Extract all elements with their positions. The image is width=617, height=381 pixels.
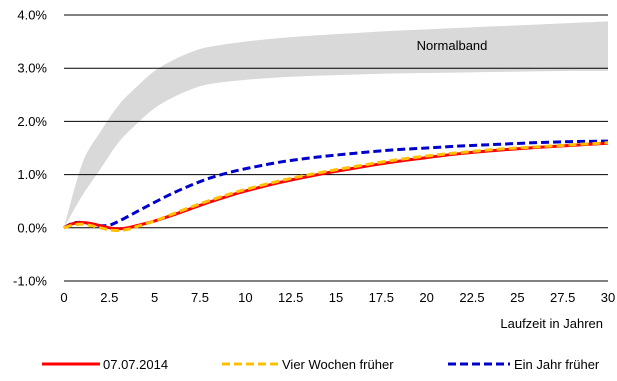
normalband-area — [64, 21, 608, 228]
y-tick-label: 1.0% — [17, 167, 47, 182]
x-tick-label: 2.5 — [100, 290, 118, 305]
x-tick-label: 30 — [601, 290, 615, 305]
x-tick-label: 5 — [151, 290, 158, 305]
x-tick-label: 7.5 — [191, 290, 209, 305]
x-tick-label: 17.5 — [369, 290, 394, 305]
x-tick-label: 10 — [238, 290, 252, 305]
x-tick-label: 15 — [329, 290, 343, 305]
x-axis-label: Laufzeit in Jahren — [500, 316, 603, 331]
y-tick-label: -1.0% — [13, 274, 47, 289]
x-tick-label: 25 — [510, 290, 524, 305]
y-tick-label: 0.0% — [17, 220, 47, 235]
normalband-label: Normalband — [417, 38, 488, 53]
series-line-3 — [63, 139, 609, 230]
x-tick-label: 12.5 — [278, 290, 303, 305]
y-tick-label: 2.0% — [17, 114, 47, 129]
legend-label: Vier Wochen früher — [282, 357, 394, 372]
x-tick-label: 22.5 — [459, 290, 484, 305]
legend-label: Ein Jahr früher — [514, 357, 600, 372]
series-line-1 — [63, 141, 609, 231]
y-tick-label: 3.0% — [17, 61, 47, 76]
series-line-2 — [63, 141, 609, 232]
x-tick-label: 0 — [60, 290, 67, 305]
x-tick-label: 27.5 — [550, 290, 575, 305]
y-tick-label: 4.0% — [17, 8, 47, 23]
x-tick-label: 20 — [419, 290, 433, 305]
legend-label: 07.07.2014 — [103, 357, 168, 372]
